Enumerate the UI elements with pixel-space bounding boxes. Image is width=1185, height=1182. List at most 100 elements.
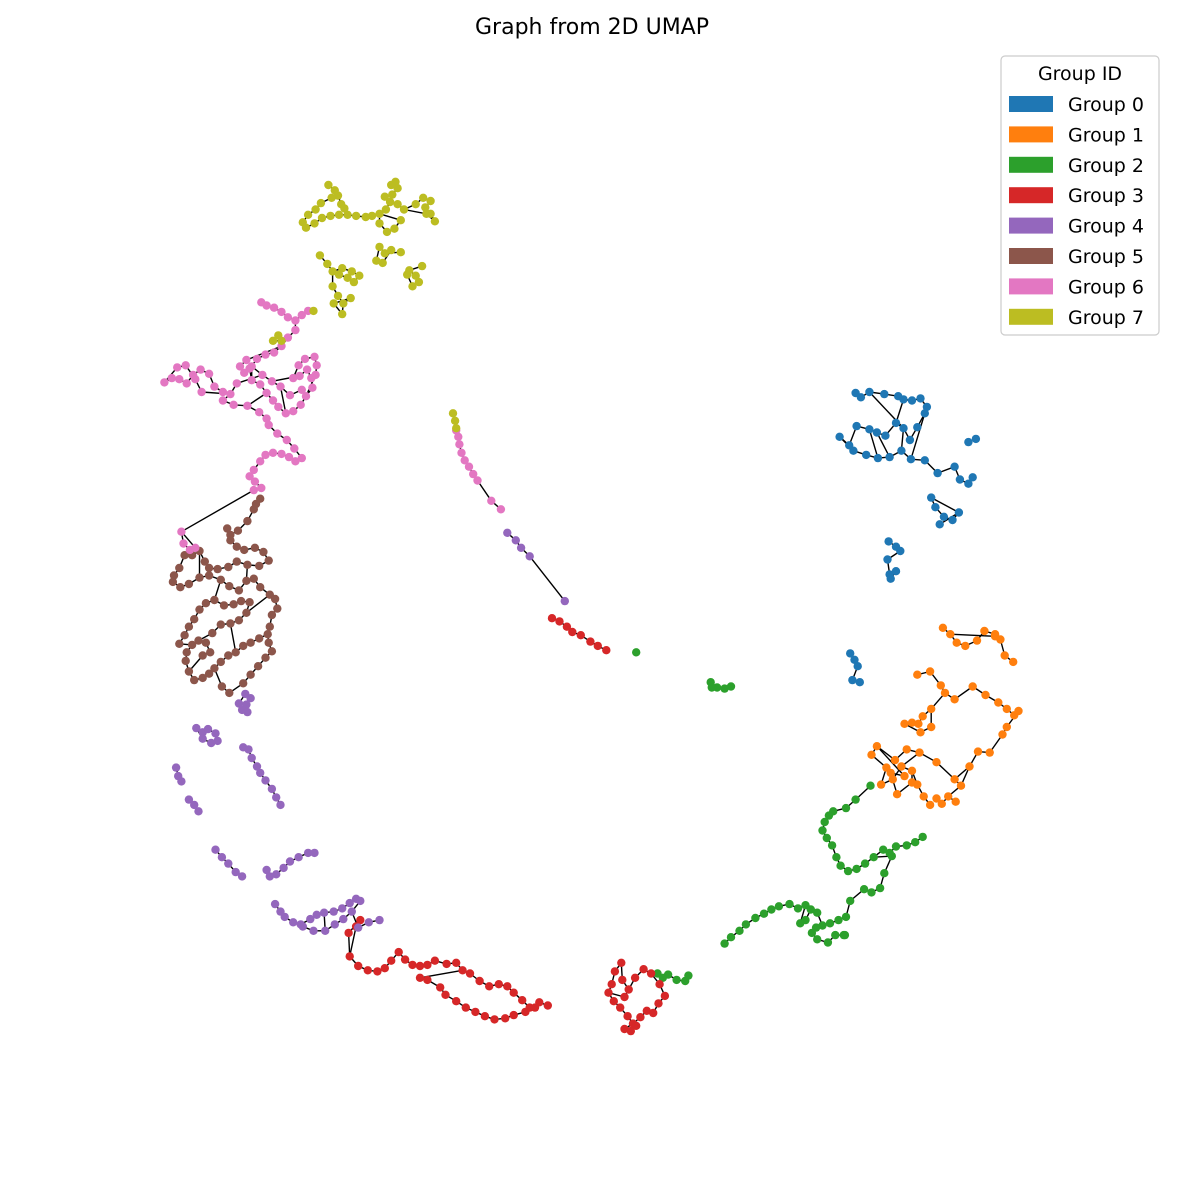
graph-node <box>521 1007 530 1017</box>
graph-node <box>290 444 299 453</box>
graph-node <box>247 753 256 763</box>
graph-node <box>415 973 425 982</box>
graph-node <box>242 576 251 585</box>
graph-node <box>204 669 214 678</box>
graph-node <box>280 912 289 922</box>
graph-node <box>261 653 270 662</box>
graph-edge <box>876 745 906 777</box>
graph-node <box>363 966 372 975</box>
graph-node <box>213 564 222 574</box>
graph-node <box>262 388 271 398</box>
graph-node <box>249 485 258 495</box>
graph-node <box>913 423 922 432</box>
graph-node <box>832 853 841 862</box>
graph-node <box>796 919 805 928</box>
graph-node <box>268 448 278 457</box>
graph-node <box>262 865 271 875</box>
graph-node <box>285 391 295 400</box>
graph-node <box>920 409 929 418</box>
graph-node <box>246 670 255 679</box>
graph-node <box>885 452 894 462</box>
graph-node <box>256 768 265 778</box>
graph-node <box>535 998 544 1007</box>
legend-label: Group 1 <box>1068 124 1144 146</box>
graph-node <box>956 781 966 790</box>
graph-node <box>243 401 252 410</box>
graph-node <box>217 853 227 862</box>
graph-node <box>345 952 354 961</box>
graph-node <box>442 959 451 969</box>
graph-node <box>317 213 327 223</box>
graph-node <box>892 790 902 799</box>
graph-node <box>774 902 784 911</box>
graph-node <box>381 205 391 214</box>
graph-node <box>899 395 908 404</box>
graph-node <box>469 469 478 479</box>
graph-node <box>793 904 803 913</box>
graph-node <box>475 976 484 986</box>
graph-node <box>326 211 335 221</box>
graph-node <box>315 251 325 260</box>
graph-node <box>261 350 270 359</box>
legend-title: Group ID <box>1038 63 1122 85</box>
graph-node <box>281 409 290 418</box>
graph-node <box>191 375 200 384</box>
graph-node <box>980 626 989 636</box>
graph-node <box>785 899 794 909</box>
graph-node <box>417 261 427 271</box>
graph-node <box>272 793 281 802</box>
graph-edge <box>876 432 891 458</box>
graph-node <box>932 794 941 803</box>
graph-node <box>267 647 277 656</box>
graph-node <box>827 841 837 850</box>
graph-node <box>380 192 389 201</box>
graph-node <box>182 379 191 388</box>
graph-node <box>879 845 888 854</box>
graph-node <box>252 762 262 771</box>
graph-node <box>994 698 1003 707</box>
graph-node <box>256 583 265 592</box>
graph-node <box>1014 706 1023 716</box>
graph-node <box>338 264 347 273</box>
graph-node <box>971 434 981 444</box>
graph-node <box>198 651 207 660</box>
graph-node <box>998 730 1007 739</box>
graph-node <box>191 543 200 552</box>
graph-node <box>925 667 935 676</box>
graph-node <box>190 675 199 685</box>
graph-node <box>899 424 908 433</box>
graph-node <box>856 393 866 402</box>
graph-node <box>234 616 244 625</box>
graph-node <box>256 380 265 389</box>
graph-node <box>285 857 295 866</box>
graph-node <box>263 630 272 639</box>
graph-node <box>333 291 343 301</box>
graph-node <box>593 641 602 651</box>
graph-node <box>240 545 249 555</box>
graph-node <box>247 376 256 385</box>
graph-node <box>327 193 336 202</box>
graph-node <box>385 197 395 207</box>
graph-node <box>939 512 949 521</box>
graph-node <box>950 775 959 784</box>
graph-node <box>840 930 850 940</box>
graph-node <box>891 842 901 851</box>
graph-node <box>501 1014 510 1023</box>
graph-node <box>321 926 330 935</box>
graph-node <box>184 795 194 804</box>
graph-node <box>316 198 326 208</box>
graph-node <box>663 970 673 979</box>
graph-node <box>309 926 318 935</box>
legend-swatch <box>1009 278 1053 295</box>
graph-node <box>171 763 181 772</box>
graph-node <box>886 574 895 583</box>
graph-node <box>430 956 440 965</box>
graph-node <box>175 563 184 573</box>
graph-node <box>250 543 260 552</box>
graph-node <box>460 456 469 465</box>
graph-node <box>364 918 373 927</box>
graph-node <box>720 684 729 693</box>
graph-node <box>849 446 858 455</box>
graph-node <box>952 638 961 647</box>
graph-node <box>184 579 194 589</box>
